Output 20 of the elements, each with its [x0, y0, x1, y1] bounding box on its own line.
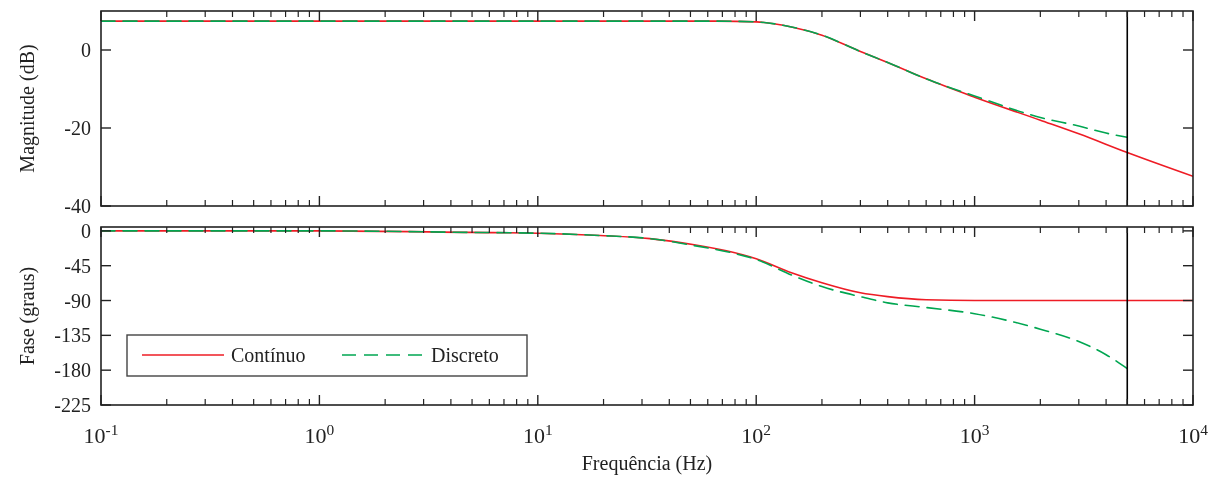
x-tick-label: 10$^{1}$ [522, 420, 553, 448]
y-axis-title: Magnitude (dB) [16, 44, 39, 173]
y-tick-label: -225 [54, 394, 91, 416]
y-tick-label: -90 [64, 289, 91, 312]
x-tick-label: 10$^{2}$ [741, 420, 772, 448]
x-tick-label: 10$^{4}$ [1178, 420, 1209, 448]
legend-label: Contínuo [231, 344, 306, 366]
y-tick-label: -20 [64, 117, 91, 139]
y-tick-label: -45 [64, 254, 91, 277]
x-tick-label: 10$^{-1}$ [83, 420, 119, 448]
x-axis-title: Frequência (Hz) [581, 452, 713, 475]
y-tick-label: -180 [54, 359, 91, 382]
y-tick-label: -40 [64, 195, 91, 217]
x-tick-label: 10$^{0}$ [304, 420, 335, 448]
y-axis-title: Fase (graus) [16, 266, 39, 366]
legend-label: Discreto [431, 344, 499, 366]
y-tick-label: 0 [81, 219, 91, 242]
y-tick-label: 0 [81, 39, 91, 61]
y-tick-label: -135 [54, 324, 91, 347]
x-tick-label: 10$^{3}$ [959, 420, 990, 448]
